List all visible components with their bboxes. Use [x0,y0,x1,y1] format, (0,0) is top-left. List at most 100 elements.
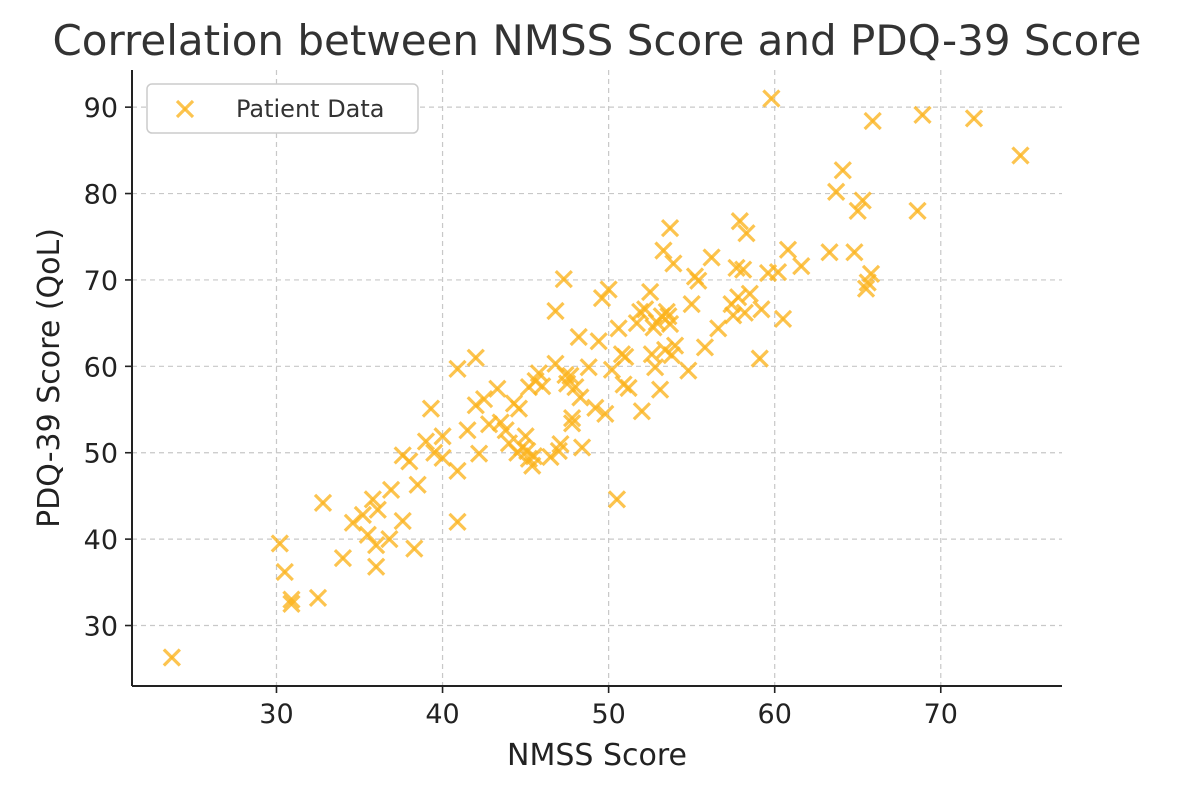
data-point [660,314,680,334]
data-point [496,421,515,440]
data-point [596,404,615,423]
data-point [853,191,872,210]
data-point [609,319,628,338]
y-tick-label: 60 [84,352,118,383]
data-point [561,366,580,385]
data-point [730,212,749,231]
data-point [551,434,570,454]
data-point [695,338,715,357]
data-point [1011,146,1030,165]
data-point [654,241,673,260]
x-tick-label: 60 [758,699,792,730]
data-point [856,279,876,298]
data-point [607,490,627,509]
data-point [645,358,665,377]
data-point [421,399,441,418]
data-point [833,161,852,180]
data-point [433,427,452,446]
data-point [524,447,544,466]
data-point [664,254,683,273]
data-point [572,438,592,457]
grid [132,70,1062,686]
y-tick-label: 80 [84,180,118,211]
data-point [773,309,793,328]
x-axis-ticks: 30 40 50 60 70 [259,686,958,730]
y-tick-label: 40 [84,525,118,556]
chart-title: Correlation between NMSS Score and PDQ-3… [52,16,1141,65]
data-point [458,421,477,440]
data-point [863,111,882,131]
data-point [416,432,436,451]
data-point [964,109,984,128]
data-point [737,224,756,243]
data-point [599,280,618,299]
data-point [689,271,708,290]
data-point [408,475,427,494]
data-point [368,500,387,519]
data-point [642,345,661,364]
data-point [589,332,608,351]
data-point [571,388,590,407]
legend: Patient Data [146,83,419,134]
legend-label: Patient Data [236,95,385,123]
data-point [448,359,467,379]
data-point [735,303,754,322]
data-point [533,377,552,396]
y-tick-label: 30 [84,612,118,643]
data-point [727,258,746,277]
legend-marker-x-icon [175,99,195,119]
y-axis-ticks: 30 40 50 60 70 80 90 [84,93,132,643]
data-point [702,248,721,267]
data-point [827,182,846,201]
data-points [162,89,1030,667]
data-point [488,379,507,398]
x-tick-label: 30 [259,699,293,730]
data-point [366,536,386,555]
data-point [393,511,412,531]
x-tick-label: 50 [591,699,625,730]
data-point [509,399,529,418]
data-point [616,347,635,366]
data-point [650,380,670,399]
y-axis-label: PDQ-39 Score (QoL) [32,228,67,528]
x-tick-label: 40 [425,699,459,730]
data-point [913,105,932,125]
data-point [275,562,294,582]
data-point [627,314,646,333]
data-point [778,240,798,259]
data-point [270,534,289,553]
data-point [333,549,353,568]
data-point [474,390,494,409]
data-point [679,361,698,380]
data-point [619,378,638,398]
data-point [162,648,181,667]
data-point [750,349,769,368]
data-point [631,302,650,322]
legend-marker-x-icon [175,99,195,119]
legend-box [146,83,419,134]
data-point [569,327,588,347]
data-point [546,301,565,321]
data-point [845,243,864,262]
y-tick-label: 70 [84,266,118,297]
data-point [529,364,549,383]
data-point [752,300,771,319]
data-point [282,590,301,609]
data-point [400,452,419,471]
x-axis-label: NMSS Score [507,738,687,773]
data-point [768,263,788,282]
data-point [380,529,399,549]
data-point [554,269,573,289]
data-point [586,398,605,417]
data-point [660,218,680,238]
data-point [353,505,372,525]
data-point [562,409,582,428]
data-point [734,260,753,279]
data-point [729,288,748,307]
y-tick-label: 50 [84,439,118,470]
data-point [861,264,881,284]
data-point [562,414,582,433]
data-point [466,348,485,367]
data-point [682,295,701,314]
